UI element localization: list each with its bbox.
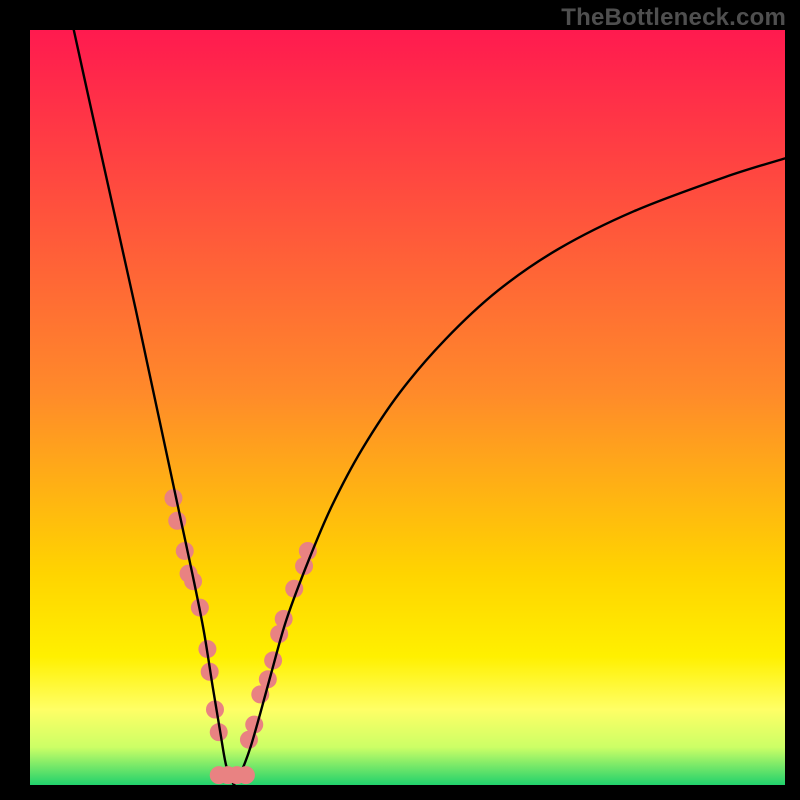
curve-left-branch: [74, 30, 234, 785]
data-marker: [164, 489, 182, 507]
curve-right-branch: [234, 158, 785, 785]
bottleneck-curve: [74, 30, 785, 785]
data-marker: [176, 542, 194, 560]
chart-svg: [0, 0, 800, 800]
markers-over: [210, 766, 255, 784]
data-marker: [237, 766, 255, 784]
outer-frame: TheBottleneck.com: [0, 0, 800, 800]
markers-under: [164, 489, 316, 749]
